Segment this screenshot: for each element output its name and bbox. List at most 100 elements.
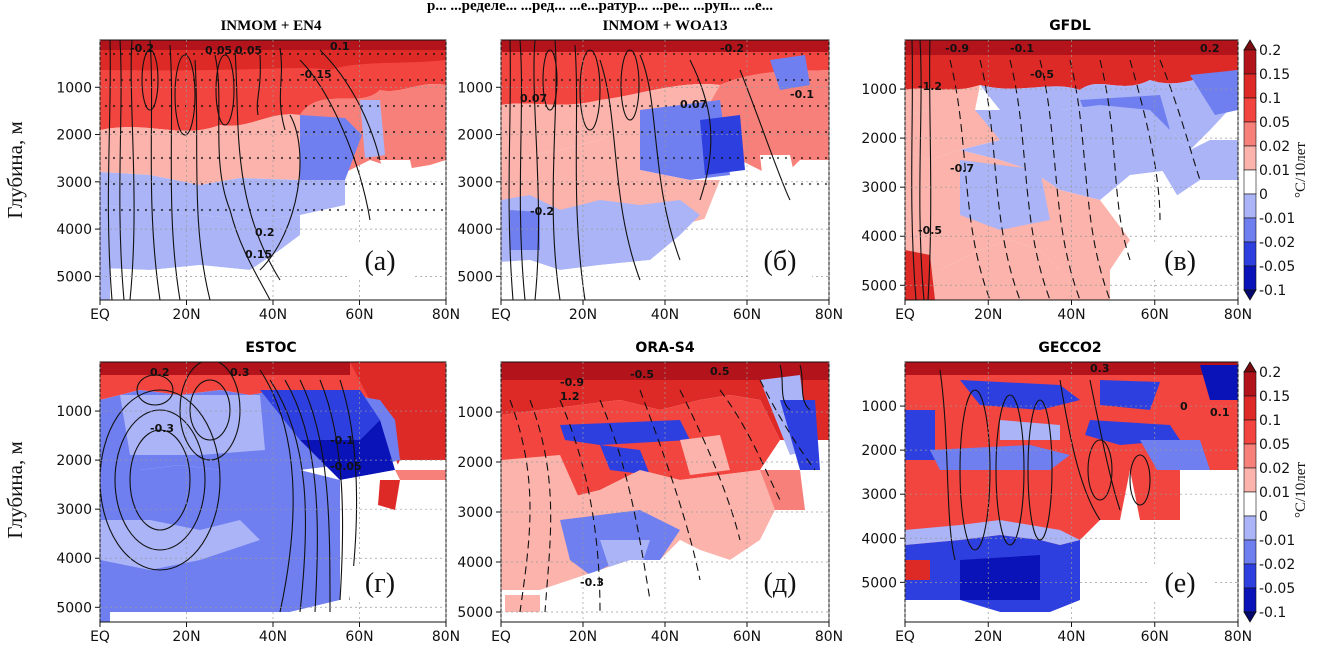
- x-tick-label: EQ: [895, 629, 915, 645]
- colorbar-bottom-triangle: [1243, 611, 1257, 623]
- colorbar-tick-label: 0: [1259, 509, 1268, 525]
- y-tick-label: 3000: [457, 175, 493, 191]
- y-tick-label: 2000: [457, 128, 493, 144]
- contour-label: -0.7: [950, 162, 974, 175]
- x-tick-label: 40N: [651, 307, 679, 323]
- x-tick-label: 80N: [432, 307, 460, 323]
- x-tick-label: 20N: [569, 629, 597, 645]
- x-tick-label: 80N: [432, 629, 460, 645]
- contour-label: 0.07: [680, 98, 707, 111]
- x-tick-label: 60N: [733, 307, 761, 323]
- panel-label-box: [350, 244, 412, 278]
- y-tick-label: 1000: [861, 82, 897, 98]
- colorbar-swatch: [1243, 121, 1257, 147]
- colorbar-tick-label: -0.1: [1259, 283, 1286, 299]
- y-tick-label: 2000: [861, 131, 897, 147]
- panel-label: (б): [764, 246, 797, 277]
- colorbar-tick-label: 0.1: [1259, 413, 1281, 429]
- colorbar-tick-label: 0.01: [1259, 485, 1290, 501]
- y-tick-label: 1000: [56, 80, 92, 96]
- contour-label: -0.1: [330, 434, 354, 447]
- panel-title: ORA-S4: [635, 340, 694, 356]
- colorbar-swatch: [1243, 217, 1257, 243]
- colorbar-tick-label: -0.1: [1259, 605, 1286, 621]
- colorbar-swatch: [1243, 73, 1257, 99]
- y-tick-label: 5000: [861, 278, 897, 294]
- contour-label: 0.1: [330, 40, 350, 53]
- contour-label: 0: [1180, 400, 1188, 413]
- x-tick-label: EQ: [491, 307, 511, 323]
- colorbar-tick-label: 0.2: [1259, 365, 1281, 381]
- axes-layer: EQ 20N 40N 60N 80N 1000 2000 3000 4000 5000 (а) -0.…: [56, 40, 1252, 645]
- contour-label: 0.05: [235, 44, 262, 57]
- contour-label: 0.2: [150, 366, 170, 379]
- x-tick-label: 60N: [733, 629, 761, 645]
- panel-title: INMOM + WOA13: [603, 18, 728, 34]
- colorbar-swatch: [1243, 169, 1257, 195]
- y-tick-label: 5000: [457, 605, 493, 621]
- colorbar-tick-label: 0.15: [1259, 67, 1290, 83]
- contour-label: -0.05: [330, 460, 362, 473]
- x-tick-label: EQ: [491, 629, 511, 645]
- contour-label: 0.07: [520, 92, 547, 105]
- panel-title: GFDL: [1049, 18, 1091, 34]
- x-tick-label: 60N: [345, 307, 373, 323]
- colorbar-swatch: [1243, 563, 1257, 589]
- y-tick-label: 4000: [861, 229, 897, 245]
- y-axis-label-top: Глубина, м: [3, 121, 27, 219]
- x-tick-label: 20N: [974, 629, 1002, 645]
- contour-label: -0.9: [560, 376, 584, 389]
- x-tick-label: 20N: [172, 307, 200, 323]
- x-tick-label: 80N: [815, 629, 843, 645]
- contour-label: -0.2: [720, 42, 744, 55]
- y-tick-label: 4000: [457, 555, 493, 571]
- colorbar-tick-label: 0.02: [1259, 461, 1290, 477]
- contour-label: 0.15: [245, 248, 272, 261]
- x-tick-label: 40N: [651, 629, 679, 645]
- y-tick-label: 5000: [457, 269, 493, 285]
- contour-label: 0.5: [710, 365, 730, 378]
- x-tick-label: 40N: [259, 307, 287, 323]
- colorbar-tick-label: -0.05: [1259, 259, 1295, 275]
- colorbar-swatch: [1243, 539, 1257, 565]
- colorbar-unit-label-bottom: °C/10лет: [1293, 462, 1309, 518]
- colorbar-tick-label: -0.05: [1259, 581, 1295, 597]
- header-text: р... ...ределе... ...ред... ...е...ратур…: [427, 0, 773, 14]
- colorbar-tick-label: 0.2: [1259, 43, 1281, 59]
- colorbar-swatch: [1243, 193, 1257, 219]
- contour-label: -0.1: [1010, 42, 1034, 55]
- y-tick-label: 1000: [457, 80, 493, 96]
- y-tick-label: 2000: [56, 453, 92, 469]
- contour-label: -0.5: [630, 368, 654, 381]
- axes-panel-3: EQ 20N 40N 60N 80N 1000 2000 3000 4000 5000 (г) 0.2…: [56, 362, 460, 645]
- y-tick-label: 1000: [56, 404, 92, 420]
- colorbar-bottom-triangle: [1243, 289, 1257, 301]
- y-tick-label: 4000: [457, 222, 493, 238]
- colorbar-swatch: [1243, 587, 1257, 613]
- colorbar-swatch: [1243, 395, 1257, 421]
- colorbar-tick-label: 0: [1259, 187, 1268, 203]
- colorbar-swatch: [1243, 97, 1257, 123]
- panel-label: (е): [1164, 568, 1195, 599]
- colorbar-top: 0.2 0.15 0.1 0.05 0.02 0.01 0 -0.01 -0.02 -0.05 -0…: [1243, 39, 1295, 301]
- axes-panel-1: EQ 20N 40N 60N 80N 1000 2000 3000 4000 5000 (б) 0.0…: [457, 40, 843, 323]
- contour-label: 1.2: [560, 390, 580, 403]
- panel-label-box: [750, 566, 812, 600]
- x-tick-label: 40N: [259, 629, 287, 645]
- x-tick-label: 20N: [569, 307, 597, 323]
- colorbar-tick-label: 0.02: [1259, 139, 1290, 155]
- colorbar-tick-label: -0.02: [1259, 557, 1295, 573]
- y-tick-label: 5000: [56, 600, 92, 616]
- y-tick-label: 1000: [457, 405, 493, 421]
- contour-label: -0.2: [530, 205, 554, 218]
- y-tick-label: 3000: [861, 180, 897, 196]
- panel-label-box: [1150, 244, 1212, 278]
- x-tick-label: 20N: [974, 307, 1002, 323]
- panel-label: (г): [365, 568, 395, 599]
- contour-label: 0.1: [1210, 406, 1230, 419]
- y-tick-label: 1000: [861, 399, 897, 415]
- axes-panel-4: EQ 20N 40N 60N 80N 1000 2000 3000 4000 5000 (д) -0.…: [457, 362, 843, 645]
- y-tick-label: 5000: [56, 269, 92, 285]
- x-tick-label: 40N: [1057, 629, 1085, 645]
